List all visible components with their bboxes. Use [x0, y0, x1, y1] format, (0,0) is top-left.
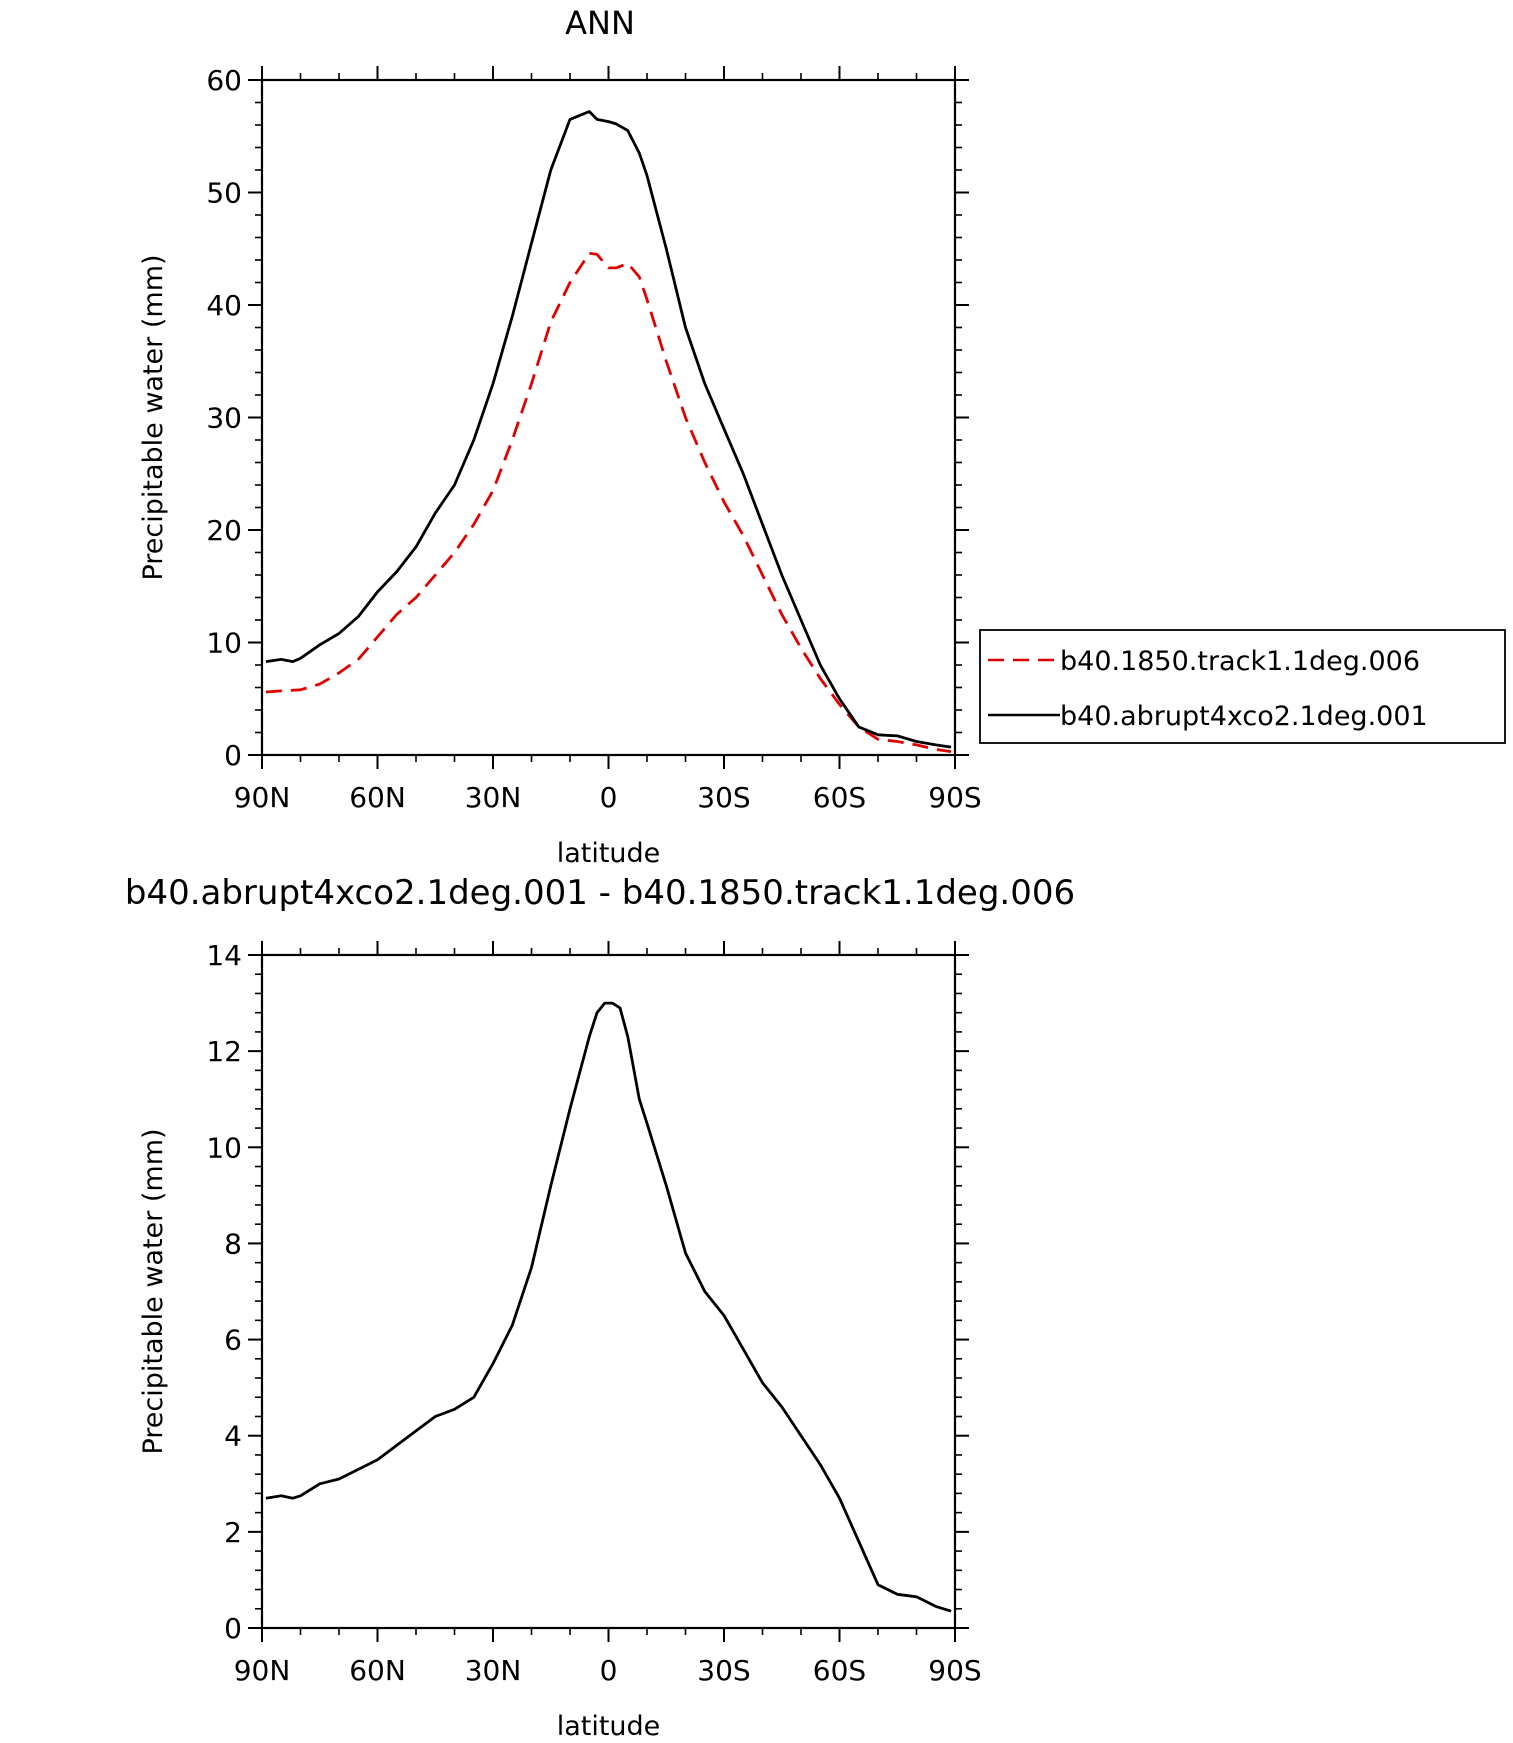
y-tick-label: 6	[224, 1324, 242, 1357]
y-tick-label: 2	[224, 1516, 242, 1549]
series-line-1	[265, 110, 952, 749]
y-tick-label: 8	[224, 1227, 242, 1260]
plot-frame	[260, 78, 957, 757]
x-tick-label: 30N	[465, 781, 522, 814]
bottom-panel: b40.abrupt4xco2.1deg.001 - b40.1850.trac…	[125, 873, 1075, 1742]
legend-box	[979, 629, 1506, 744]
x-tick-label: 90N	[234, 1654, 291, 1687]
top-panel: ANN 90N 60N 30N 0 30S 60S 90S 0 10 20 30 40 50 60 latit…	[138, 4, 1506, 869]
x-tick-label: 60S	[813, 1654, 866, 1687]
y-axis-label: Precipitable water (mm)	[138, 1128, 169, 1454]
chart-title: b40.abrupt4xco2.1deg.001 - b40.1850.trac…	[125, 873, 1075, 913]
y-tick-label: 10	[206, 1131, 242, 1164]
y-tick-label: 14	[206, 939, 242, 972]
y-tick-label: 0	[224, 739, 242, 772]
legend-label-0: b40.1850.track1.1deg.006	[1060, 646, 1420, 677]
x-axis-label: latitude	[557, 1711, 661, 1742]
y-tick-label: 40	[206, 289, 242, 322]
x-tick-label: 90S	[928, 781, 981, 814]
y-tick-label: 4	[224, 1420, 242, 1453]
series-line-0	[265, 1001, 952, 1613]
y-tick-label: 60	[206, 64, 242, 97]
x-tick-label: 30S	[697, 1654, 750, 1687]
x-tick-label: 90S	[928, 1654, 981, 1687]
y-tick-label: 12	[206, 1035, 242, 1068]
x-tick-label: 0	[600, 781, 618, 814]
y-tick-label: 20	[206, 514, 242, 547]
x-tick-label: 60S	[813, 781, 866, 814]
x-tick-label: 0	[600, 1654, 618, 1687]
chart-title: ANN	[565, 4, 635, 42]
x-tick-label: 60N	[349, 1654, 406, 1687]
y-tick-label: 50	[206, 177, 242, 210]
y-axis-label: Precipitable water (mm)	[138, 254, 169, 580]
legend-label-1: b40.abrupt4xco2.1deg.001	[1060, 701, 1428, 732]
x-tick-label: 60N	[349, 781, 406, 814]
y-tick-label: 10	[206, 627, 242, 660]
series-line-0	[265, 251, 952, 753]
y-tick-label: 0	[224, 1612, 242, 1645]
y-tick-label: 30	[206, 402, 242, 435]
x-tick-label: 30N	[465, 1654, 522, 1687]
x-tick-label: 30S	[697, 781, 750, 814]
x-tick-label: 90N	[234, 781, 291, 814]
x-axis-label: latitude	[557, 838, 661, 869]
